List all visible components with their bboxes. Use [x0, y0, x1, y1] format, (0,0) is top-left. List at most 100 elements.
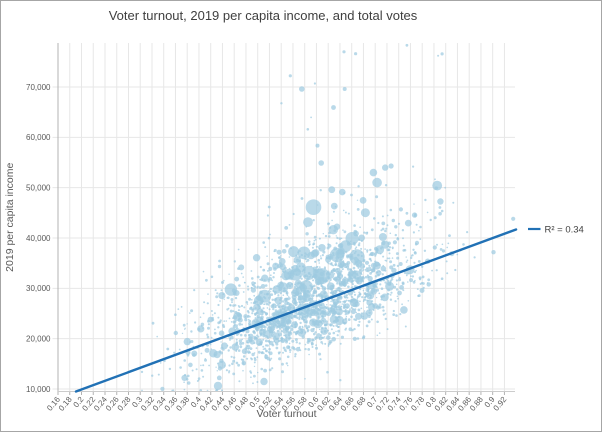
scatter-point[interactable]	[473, 256, 476, 259]
scatter-point[interactable]	[286, 345, 291, 350]
scatter-point[interactable]	[370, 259, 373, 262]
scatter-point[interactable]	[335, 318, 340, 322]
scatter-point[interactable]	[299, 349, 302, 352]
scatter-point[interactable]	[355, 312, 362, 320]
scatter-point[interactable]	[242, 291, 245, 293]
scatter-point[interactable]	[342, 87, 347, 91]
scatter-point[interactable]	[396, 237, 400, 241]
scatter-point[interactable]	[225, 369, 228, 372]
scatter-point[interactable]	[279, 298, 282, 301]
scatter-point[interactable]	[414, 240, 420, 245]
scatter-point[interactable]	[269, 287, 273, 291]
scatter-point[interactable]	[252, 330, 255, 333]
scatter-point[interactable]	[289, 302, 292, 306]
scatter-point[interactable]	[262, 241, 266, 244]
scatter-point[interactable]	[318, 299, 320, 301]
scatter-point[interactable]	[296, 316, 299, 320]
scatter-point[interactable]	[273, 248, 277, 252]
scatter-point[interactable]	[241, 341, 245, 345]
scatter-point[interactable]	[226, 344, 229, 347]
scatter-point[interactable]	[220, 341, 222, 343]
scatter-point[interactable]	[392, 240, 397, 245]
scatter-point[interactable]	[168, 367, 172, 371]
scatter-point[interactable]	[338, 237, 342, 240]
scatter-point[interactable]	[271, 258, 273, 261]
scatter-point[interactable]	[353, 291, 356, 293]
scatter-point[interactable]	[312, 338, 315, 342]
scatter-point[interactable]	[328, 186, 336, 194]
scatter-point[interactable]	[332, 325, 335, 327]
scatter-point[interactable]	[192, 353, 196, 357]
scatter-point[interactable]	[268, 327, 275, 333]
scatter-point[interactable]	[409, 278, 414, 283]
scatter-point[interactable]	[260, 367, 264, 371]
scatter-point[interactable]	[294, 325, 297, 328]
scatter-point[interactable]	[452, 201, 455, 204]
scatter-point[interactable]	[411, 212, 418, 218]
scatter-point[interactable]	[217, 264, 222, 269]
scatter-point[interactable]	[265, 312, 269, 316]
scatter-point[interactable]	[330, 300, 332, 303]
scatter-point[interactable]	[456, 253, 459, 256]
scatter-point[interactable]	[350, 268, 352, 271]
scatter-point[interactable]	[317, 258, 321, 262]
scatter-point[interactable]	[216, 370, 218, 372]
scatter-point[interactable]	[314, 260, 317, 263]
scatter-point[interactable]	[367, 275, 373, 282]
scatter-point[interactable]	[238, 339, 243, 343]
scatter-point[interactable]	[242, 355, 246, 358]
scatter-point[interactable]	[303, 294, 307, 298]
scatter-point[interactable]	[254, 336, 257, 340]
scatter-point[interactable]	[301, 316, 304, 320]
scatter-point[interactable]	[337, 325, 340, 328]
scatter-point[interactable]	[402, 289, 405, 292]
scatter-point[interactable]	[341, 277, 349, 284]
scatter-point[interactable]	[230, 304, 232, 307]
scatter-point[interactable]	[353, 293, 357, 296]
scatter-point[interactable]	[271, 367, 274, 370]
scatter-point[interactable]	[381, 240, 386, 246]
scatter-point[interactable]	[339, 300, 342, 304]
scatter-point[interactable]	[252, 254, 261, 262]
scatter-point[interactable]	[279, 351, 281, 354]
scatter-point[interactable]	[272, 262, 279, 270]
scatter-point[interactable]	[417, 294, 420, 297]
scatter-point[interactable]	[385, 281, 395, 291]
scatter-point[interactable]	[251, 299, 253, 301]
scatter-point[interactable]	[273, 331, 276, 334]
scatter-point[interactable]	[342, 283, 345, 286]
scatter-point[interactable]	[305, 260, 308, 263]
scatter-point[interactable]	[309, 320, 312, 322]
scatter-point[interactable]	[332, 331, 336, 335]
scatter-point[interactable]	[381, 305, 385, 309]
scatter-point[interactable]	[260, 351, 264, 354]
scatter-point[interactable]	[331, 105, 336, 110]
scatter-point[interactable]	[287, 282, 290, 286]
scatter-point[interactable]	[318, 237, 321, 240]
scatter-point[interactable]	[359, 269, 361, 271]
scatter-point[interactable]	[285, 309, 288, 312]
scatter-point[interactable]	[331, 284, 335, 288]
scatter-point[interactable]	[288, 342, 291, 345]
scatter-point[interactable]	[211, 318, 215, 322]
scatter-point[interactable]	[237, 313, 242, 318]
scatter-point[interactable]	[293, 314, 296, 317]
scatter-point[interactable]	[279, 263, 286, 270]
scatter-point[interactable]	[405, 256, 407, 258]
scatter-point[interactable]	[454, 268, 457, 272]
scatter-point[interactable]	[324, 327, 327, 330]
scatter-point[interactable]	[350, 315, 353, 319]
scatter-point[interactable]	[386, 214, 389, 217]
scatter-point[interactable]	[298, 342, 301, 345]
scatter-point[interactable]	[382, 255, 385, 258]
scatter-point[interactable]	[437, 54, 440, 57]
scatter-point[interactable]	[200, 322, 205, 327]
scatter-point[interactable]	[194, 321, 197, 324]
scatter-point[interactable]	[407, 300, 410, 302]
scatter-point[interactable]	[397, 222, 401, 225]
scatter-point[interactable]	[394, 233, 397, 237]
scatter-point[interactable]	[174, 313, 177, 317]
scatter-point[interactable]	[246, 357, 249, 360]
scatter-point[interactable]	[278, 305, 282, 309]
scatter-point[interactable]	[353, 224, 356, 227]
